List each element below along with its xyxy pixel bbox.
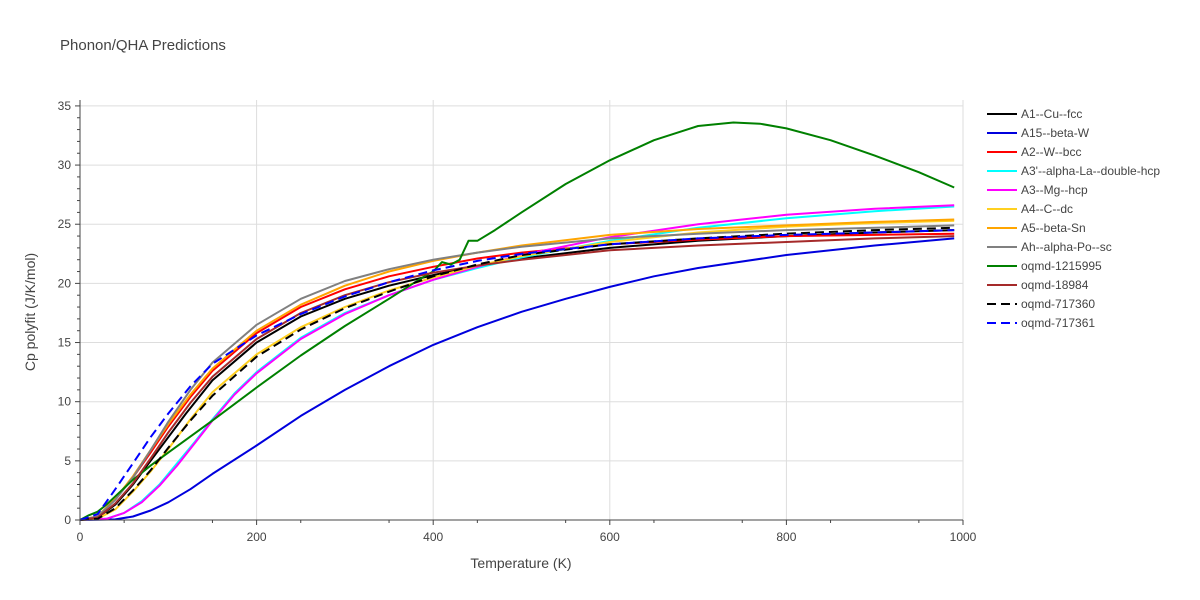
y-tick-label: 30 xyxy=(58,158,72,172)
series-line-0 xyxy=(79,229,955,521)
legend-label: A4--C--dc xyxy=(1021,202,1073,216)
legend-label: A1--Cu--fcc xyxy=(1021,107,1082,121)
legend-item[interactable]: A3--Mg--hcp xyxy=(987,183,1088,197)
y-tick-label: 10 xyxy=(58,395,72,409)
y-tick-label: 35 xyxy=(58,99,72,113)
y-tick-label: 20 xyxy=(58,276,72,290)
legend-item[interactable]: A15--beta-W xyxy=(987,126,1090,140)
series-line-9 xyxy=(79,235,955,521)
x-tick-label: 600 xyxy=(600,530,620,544)
legend-label: A15--beta-W xyxy=(1021,126,1090,140)
plot-lines xyxy=(79,121,955,521)
legend-item[interactable]: oqmd-717360 xyxy=(987,297,1095,311)
chart-title: Phonon/QHA Predictions xyxy=(60,37,226,54)
x-tick-label: 800 xyxy=(776,530,796,544)
legend-label: A3'--alpha-La--double-hcp xyxy=(1021,164,1160,178)
legend: A1--Cu--fcc A15--beta-W A2--W--bcc A3'--alp… xyxy=(987,107,1160,330)
series-line-1 xyxy=(79,237,955,521)
x-tick-label: 0 xyxy=(77,530,84,544)
legend-item[interactable]: A5--beta-Sn xyxy=(987,221,1086,235)
legend-item[interactable]: A4--C--dc xyxy=(987,202,1073,216)
legend-item[interactable]: A3'--alpha-La--double-hcp xyxy=(987,164,1160,178)
x-tick-label: 400 xyxy=(423,530,443,544)
y-tick-label: 5 xyxy=(64,454,71,468)
legend-label: oqmd-717361 xyxy=(1021,316,1095,330)
x-axis-title: Temperature (K) xyxy=(470,555,571,571)
legend-item[interactable]: oqmd-18984 xyxy=(987,278,1089,292)
legend-item[interactable]: A2--W--bcc xyxy=(987,145,1081,159)
y-tick-label: 0 xyxy=(64,513,71,527)
series-line-4 xyxy=(79,204,955,521)
legend-item[interactable]: oqmd-1215995 xyxy=(987,259,1102,273)
legend-label: oqmd-1215995 xyxy=(1021,259,1102,273)
grid xyxy=(80,100,964,520)
series-line-11 xyxy=(79,229,955,521)
legend-label: Ah--alpha-Po--sc xyxy=(1021,240,1112,254)
legend-item[interactable]: Ah--alpha-Po--sc xyxy=(987,240,1112,254)
legend-item[interactable]: oqmd-717361 xyxy=(987,316,1095,330)
legend-label: A2--W--bcc xyxy=(1021,145,1081,159)
legend-label: oqmd-717360 xyxy=(1021,297,1095,311)
axes: 0 200 400 600 800 1000 0 5 10 15 20 25 30 35 xyxy=(58,99,977,544)
y-axis-title: Cp polyfit (J/K/mol) xyxy=(22,253,38,371)
legend-label: A3--Mg--hcp xyxy=(1021,183,1088,197)
x-tick-label: 200 xyxy=(247,530,267,544)
x-tick-label: 1000 xyxy=(950,530,977,544)
y-tick-label: 15 xyxy=(58,336,72,350)
series-line-7 xyxy=(79,224,955,521)
y-tick-label: 25 xyxy=(58,217,72,231)
legend-label: oqmd-18984 xyxy=(1021,278,1089,292)
legend-label: A5--beta-Sn xyxy=(1021,221,1086,235)
legend-item[interactable]: A1--Cu--fcc xyxy=(987,107,1082,121)
